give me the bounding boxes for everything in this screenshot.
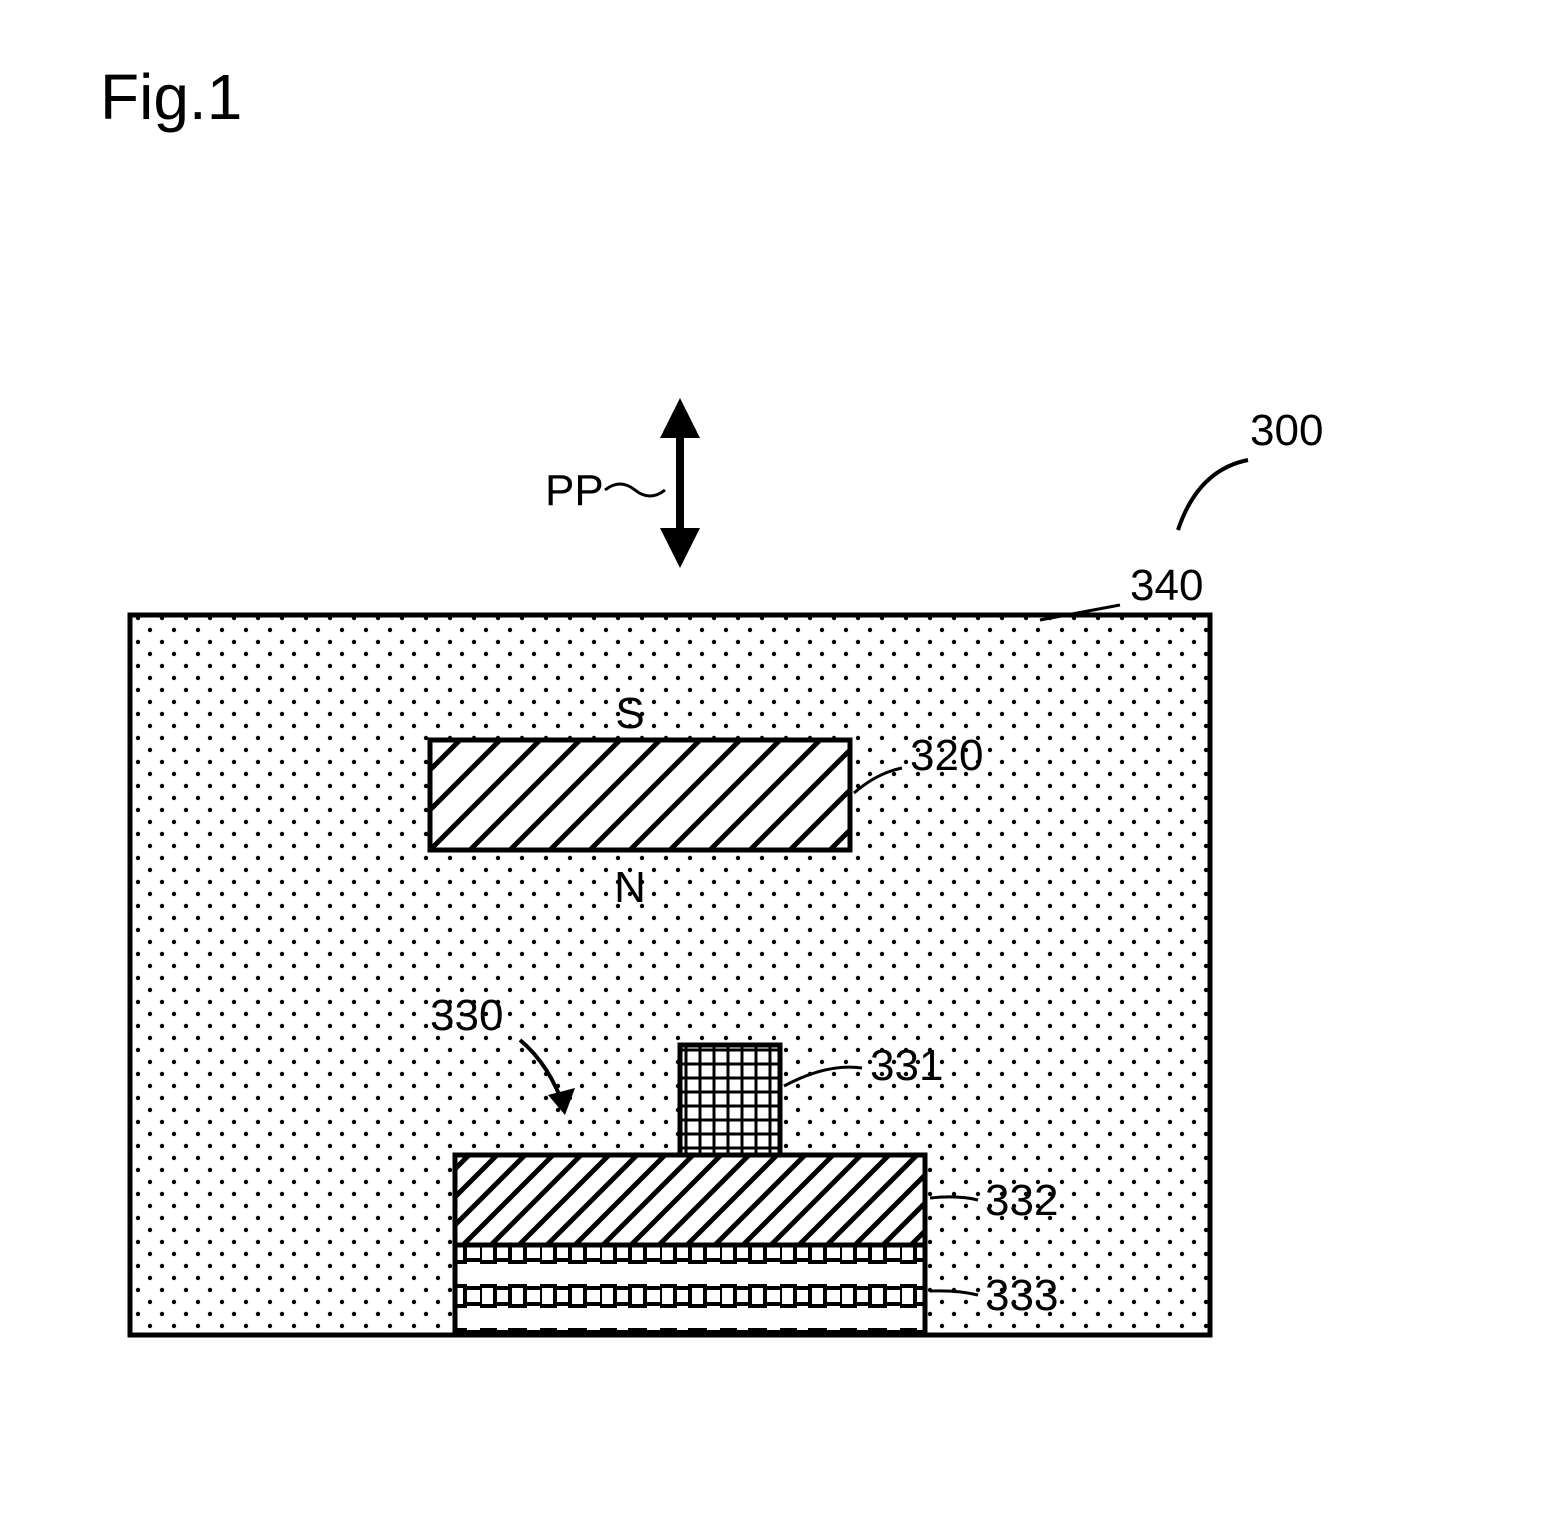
ref-340: 340 (1040, 561, 1203, 620)
svg-text:333: 333 (985, 1271, 1058, 1320)
svg-text:330: 330 (430, 991, 503, 1040)
svg-text:331: 331 (870, 1041, 943, 1090)
svg-text:332: 332 (985, 1176, 1058, 1225)
figure-title: Fig.1 (100, 60, 242, 134)
diagram-svg: PP 300 340 S N 320 330 331 332 (0, 0, 1568, 1530)
pp-label: PP (545, 466, 604, 515)
pole-s: S (615, 689, 644, 738)
pp-arrow: PP (545, 398, 700, 568)
pole-n: N (614, 863, 646, 912)
svg-text:340: 340 (1130, 561, 1203, 610)
ref-320-label: 320 (910, 731, 983, 780)
svg-text:300: 300 (1250, 406, 1323, 455)
ref-300: 300 (1178, 406, 1323, 530)
